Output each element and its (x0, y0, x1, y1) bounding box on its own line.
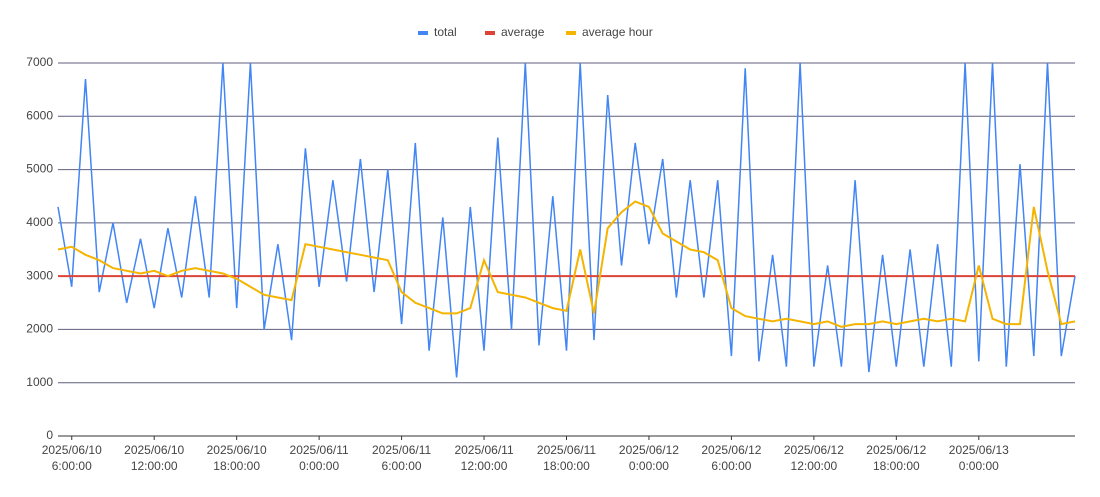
y-tick-label: 2000 (26, 322, 53, 336)
legend-swatch (566, 31, 576, 35)
x-tick-label: 18:00:00 (873, 459, 920, 473)
legend-swatch (485, 31, 495, 35)
x-tick-label: 2025/06/13 (949, 443, 1009, 457)
y-tick-label: 7000 (26, 55, 53, 69)
x-tick-label: 18:00:00 (213, 459, 260, 473)
legend-swatch (418, 31, 428, 35)
x-tick-label: 2025/06/12 (619, 443, 679, 457)
x-tick-label: 2025/06/12 (866, 443, 926, 457)
x-tick-label: 2025/06/11 (454, 443, 513, 457)
y-tick-label: 1000 (26, 375, 53, 389)
x-tick-label: 0:00:00 (959, 459, 999, 473)
x-tick-label: 0:00:00 (299, 459, 339, 473)
legend-label: total (434, 25, 457, 39)
x-tick-label: 12:00:00 (461, 459, 508, 473)
y-tick-label: 0 (46, 428, 53, 442)
x-tick-label: 12:00:00 (791, 459, 838, 473)
x-tick-label: 0:00:00 (629, 459, 669, 473)
legend-label: average (501, 25, 545, 39)
x-tick-label: 2025/06/12 (701, 443, 761, 457)
x-tick-label: 2025/06/10 (207, 443, 267, 457)
legend-label: average hour (582, 25, 653, 39)
x-tick-label: 2025/06/11 (372, 443, 431, 457)
y-tick-label: 4000 (26, 215, 53, 229)
x-tick-label: 12:00:00 (131, 459, 178, 473)
y-tick-label: 6000 (26, 108, 53, 122)
x-tick-label: 2025/06/10 (42, 443, 102, 457)
y-tick-label: 3000 (26, 268, 53, 282)
line-series (57, 62, 1076, 378)
y-tick-label: 5000 (26, 162, 53, 176)
x-tick-label: 6:00:00 (382, 459, 422, 473)
x-tick-label: 2025/06/11 (290, 443, 349, 457)
x-tick-label: 2025/06/11 (537, 443, 596, 457)
x-tick-label: 18:00:00 (543, 459, 590, 473)
x-tick-label: 6:00:00 (52, 459, 92, 473)
line-series (57, 200, 1076, 328)
x-tick-label: 6:00:00 (711, 459, 751, 473)
x-tick-label: 2025/06/10 (124, 443, 184, 457)
x-tick-label: 2025/06/12 (784, 443, 844, 457)
